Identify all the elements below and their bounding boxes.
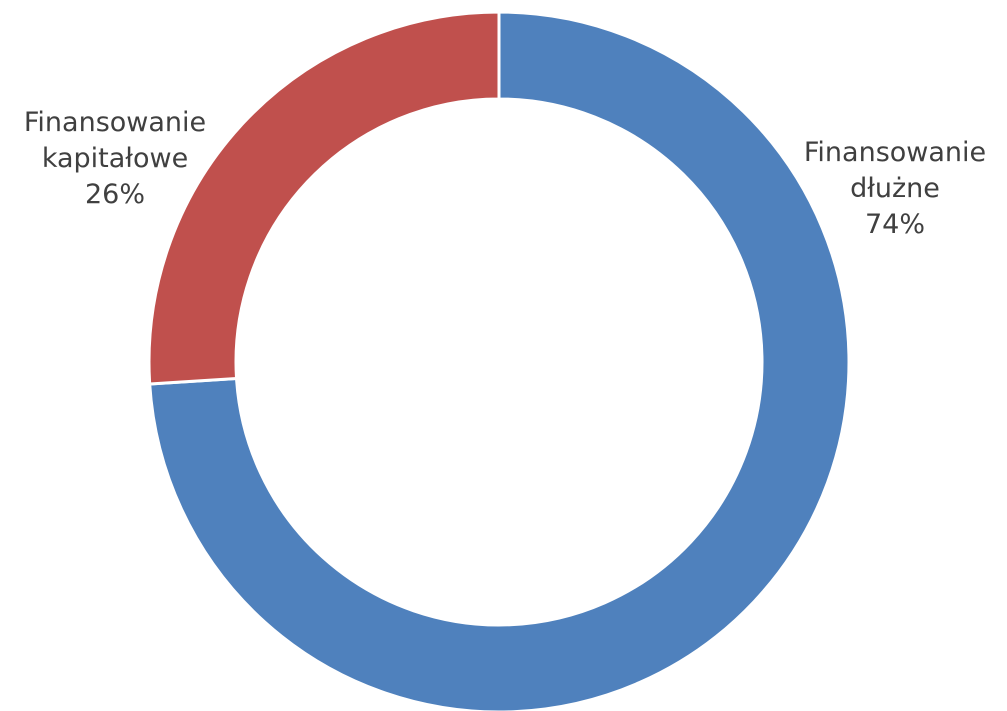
value-label: 26%: [84, 179, 145, 210]
slice-label: Finansowanie dłużne: [803, 137, 987, 204]
slice-label: Finansowanie kapitałowe: [23, 107, 207, 174]
donut-slice: [147, 10, 501, 386]
value-label: 74%: [864, 209, 925, 240]
donut-slice: [148, 10, 851, 711]
